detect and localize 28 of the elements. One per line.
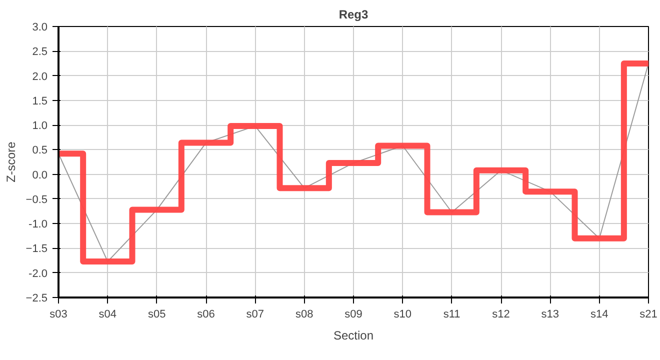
y-tick-label: 0.5 xyxy=(32,144,48,157)
y-tick-label: 2.0 xyxy=(32,70,48,83)
x-tick-label: s03 xyxy=(50,308,68,320)
y-tick-label: 2.5 xyxy=(32,46,48,58)
x-tick-label: s07 xyxy=(246,308,264,320)
y-tick-label: 0.0 xyxy=(32,169,48,182)
x-tick-label: s14 xyxy=(590,308,608,320)
x-axis-title: Section xyxy=(333,328,374,342)
y-tick-label: 1.5 xyxy=(32,95,48,108)
y-axis-title: Z-score xyxy=(4,141,18,182)
x-tick-label: s08 xyxy=(295,308,314,320)
x-tick-label: s09 xyxy=(344,308,362,320)
y-tick-label: -2.0 xyxy=(28,268,48,280)
x-tick-label: s12 xyxy=(492,308,510,320)
y-tick-label: −1.5 xyxy=(26,243,48,256)
y-tick-label: 1.0 xyxy=(32,120,48,132)
x-tick-label: s04 xyxy=(98,308,117,320)
x-tick-label: s13 xyxy=(541,308,560,320)
x-tick-label: s10 xyxy=(394,308,412,320)
chart-title: Reg3 xyxy=(338,8,368,22)
x-tick-label: s21 xyxy=(640,308,658,320)
x-tick-label: s11 xyxy=(443,308,460,320)
y-tick-label: −2.5 xyxy=(26,292,48,304)
y-tick-label: −0.5 xyxy=(26,194,48,206)
y-tick-label: 3.0 xyxy=(32,22,48,34)
y-tick-label: -1.0 xyxy=(28,218,48,231)
x-tick-label: s06 xyxy=(197,308,215,320)
x-tick-label: s05 xyxy=(148,308,166,320)
